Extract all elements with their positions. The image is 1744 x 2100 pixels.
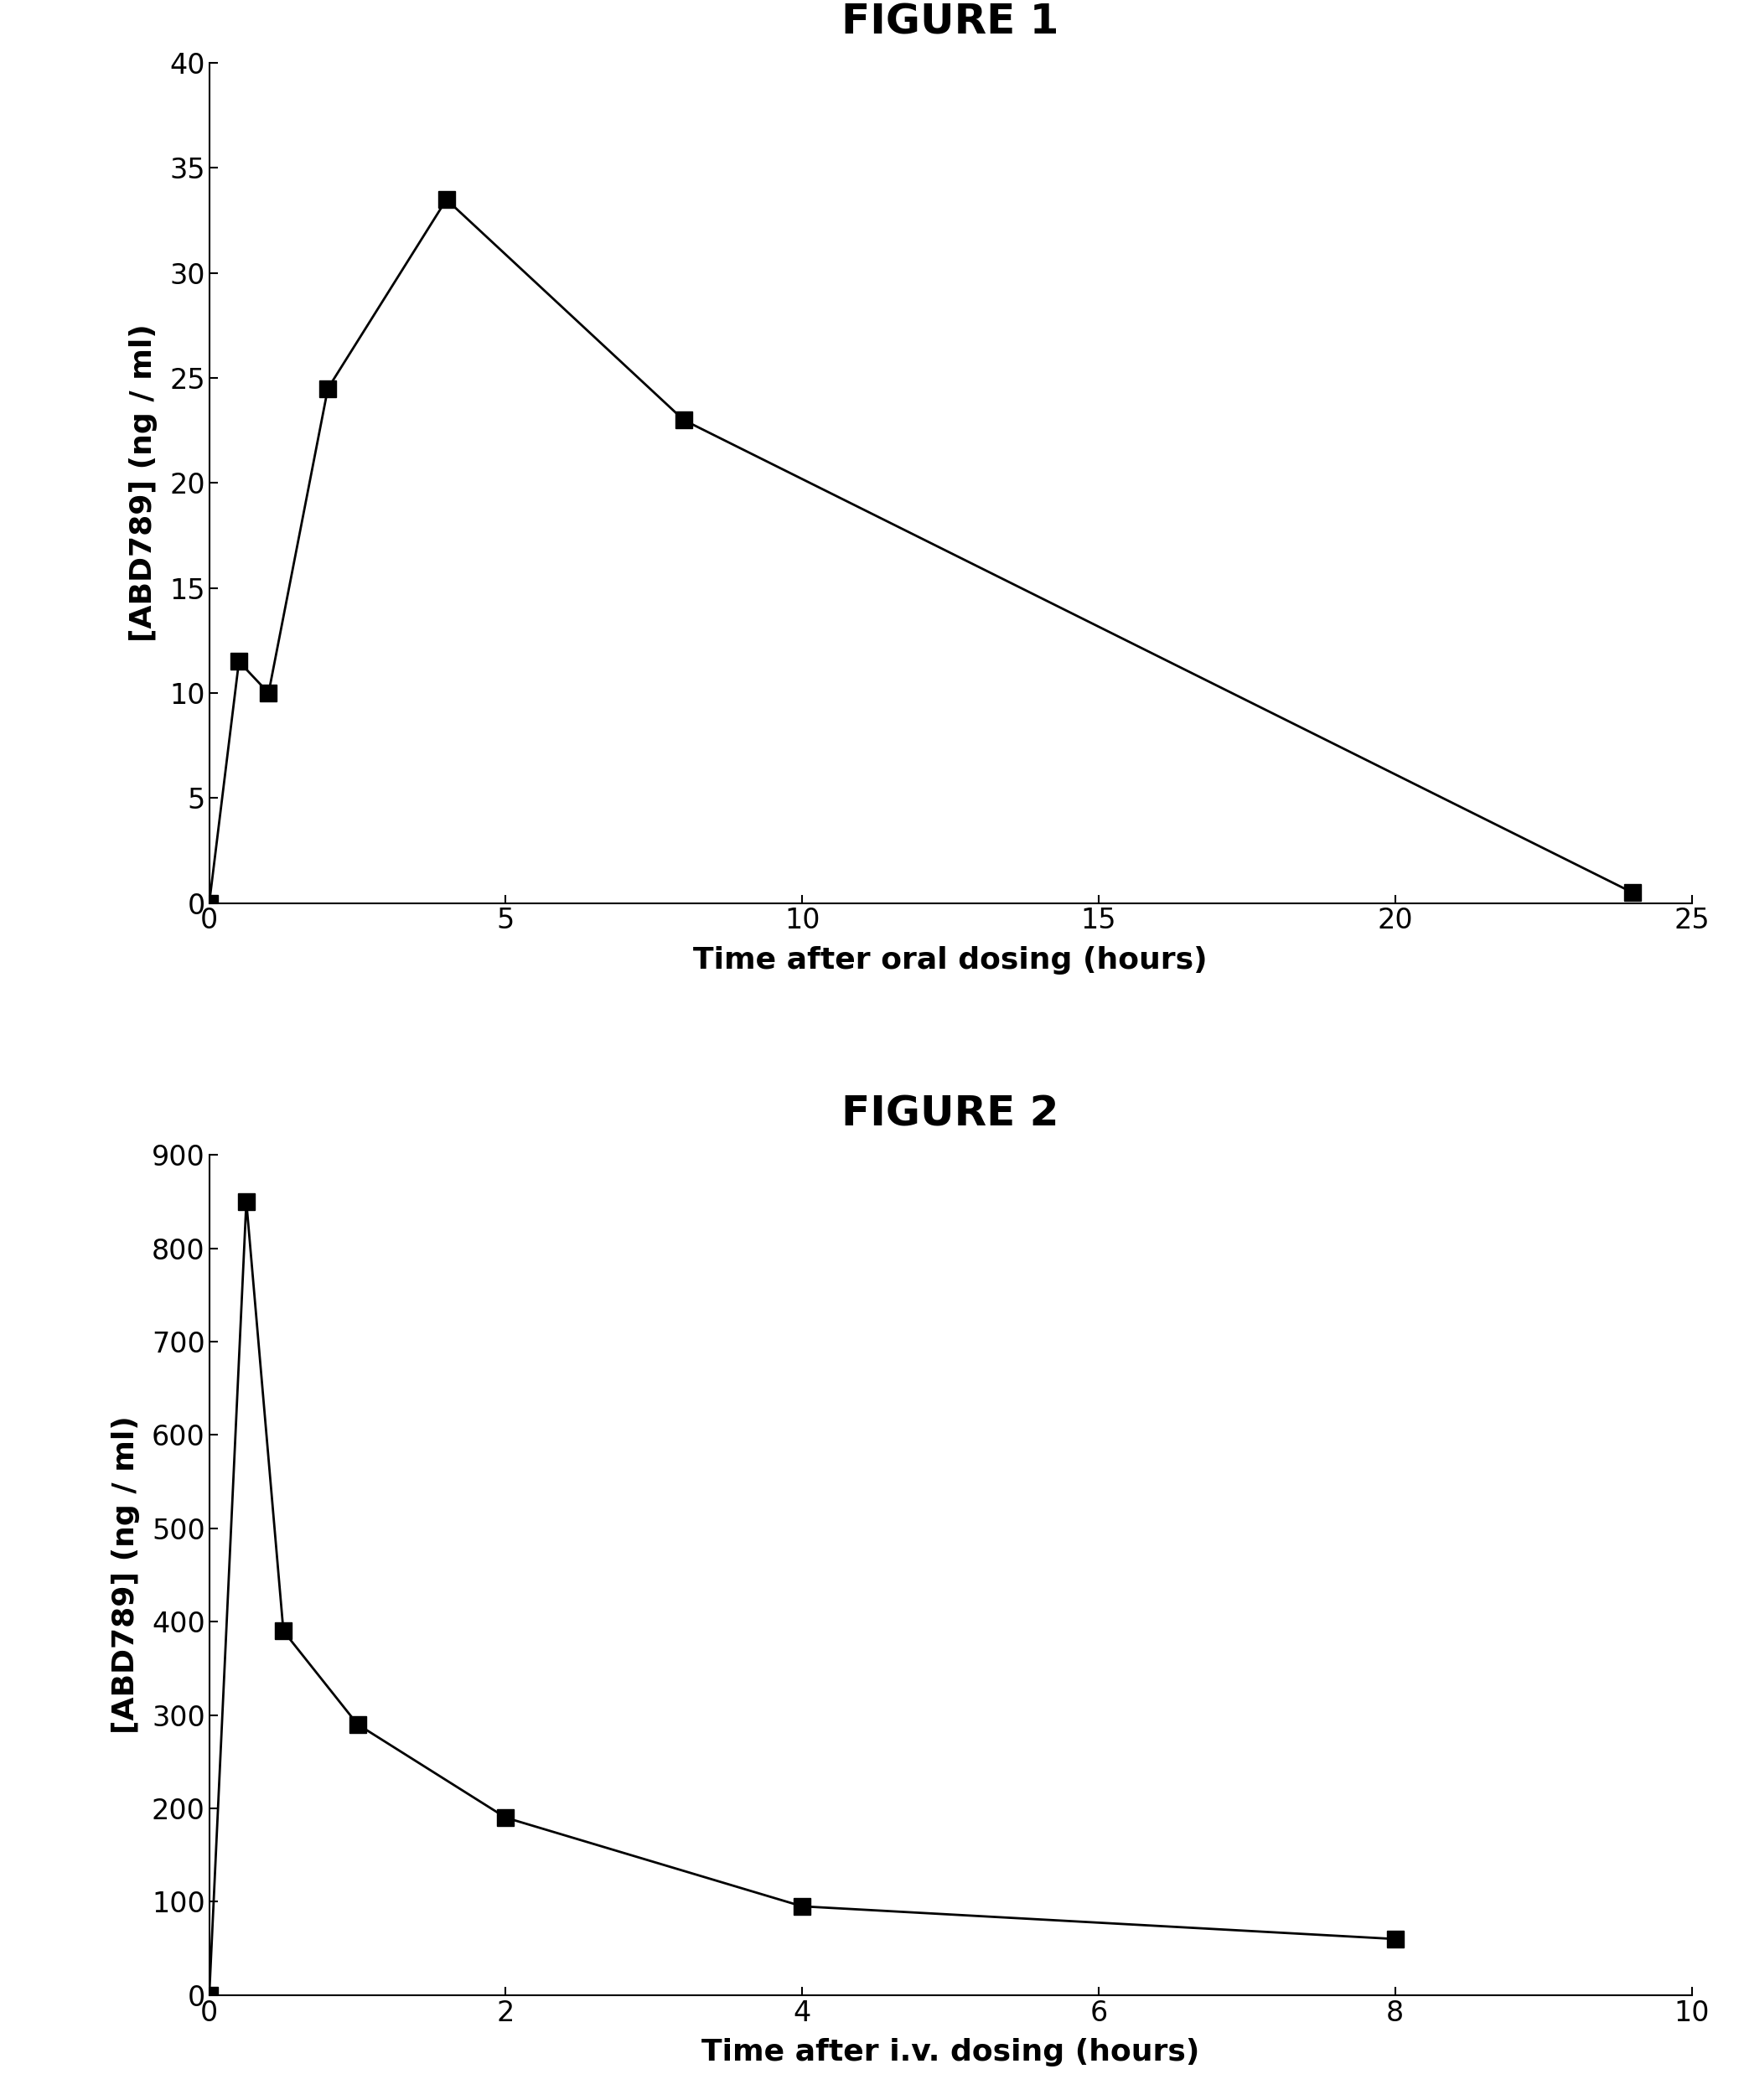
X-axis label: Time after i.v. dosing (hours): Time after i.v. dosing (hours) — [701, 2039, 1200, 2066]
Title: FIGURE 1: FIGURE 1 — [842, 2, 1059, 42]
Y-axis label: [ABD789] (ng / ml): [ABD789] (ng / ml) — [129, 323, 159, 643]
Title: FIGURE 2: FIGURE 2 — [842, 1094, 1059, 1134]
X-axis label: Time after oral dosing (hours): Time after oral dosing (hours) — [694, 947, 1207, 974]
Y-axis label: [ABD789] (ng / ml): [ABD789] (ng / ml) — [112, 1415, 140, 1735]
